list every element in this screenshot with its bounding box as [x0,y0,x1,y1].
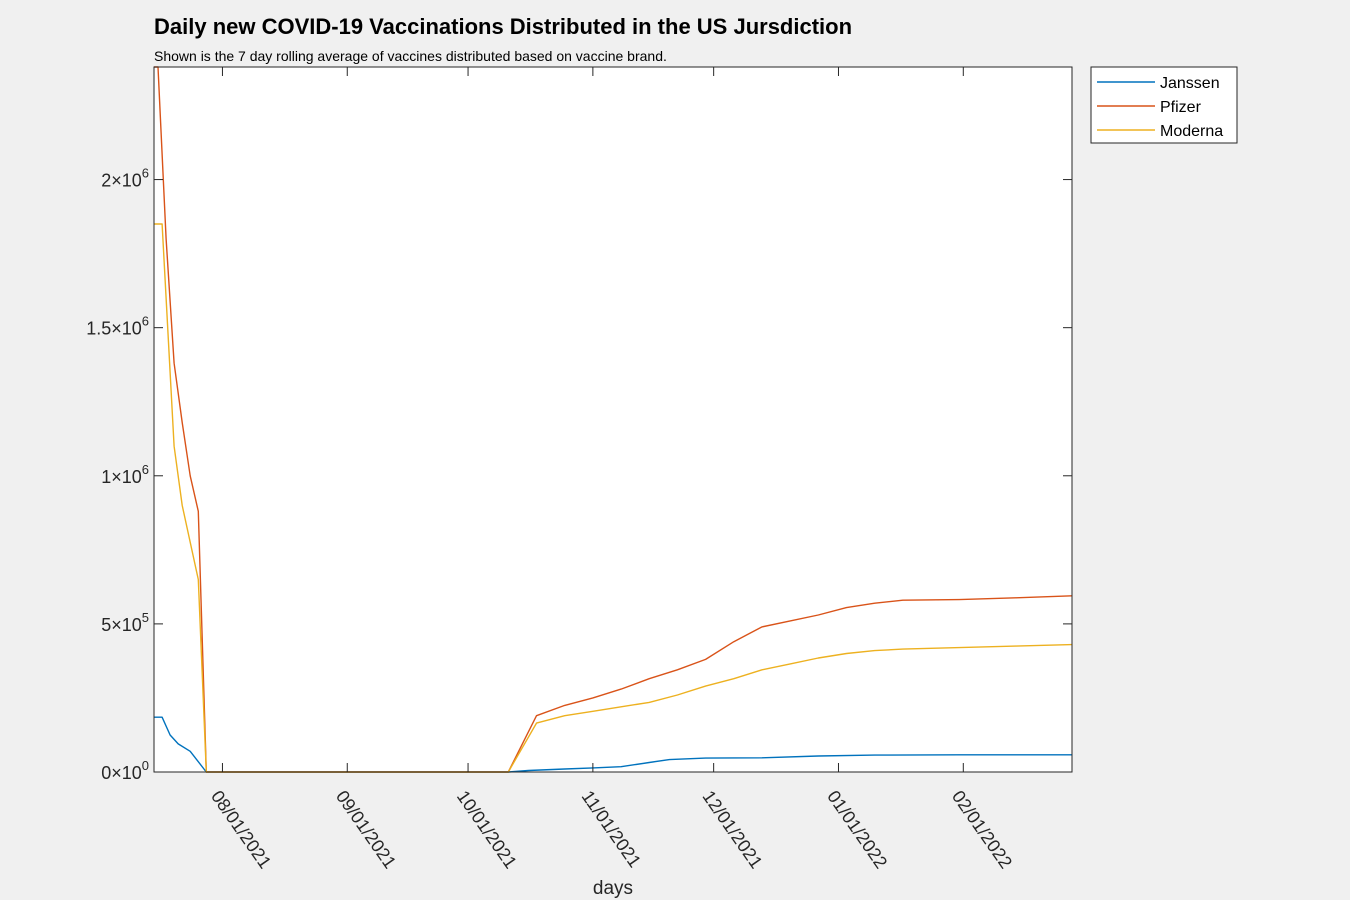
y-tick-label: 2×106 [101,166,149,191]
y-tick-times-ten: ×10 [111,615,142,635]
y-tick-mantissa: 5 [101,615,111,635]
x-tick-label: 08/01/2021 [207,787,275,872]
y-tick-exponent: 6 [142,314,149,329]
y-tick-mantissa: 0 [101,763,111,783]
series-line-pfizer [154,66,1073,773]
y-tick-exponent: 5 [142,610,149,625]
legend-label-moderna: Moderna [1160,123,1223,140]
x-tick-label: 02/01/2022 [948,787,1016,872]
x-tick-label: 10/01/2021 [453,787,521,872]
y-tick-exponent: 0 [142,758,149,773]
legend-label-pfizer: Pfizer [1160,99,1202,116]
y-tick-times-ten: ×10 [111,467,142,487]
y-tick-mantissa: 1 [101,467,111,487]
x-tick-label: 01/01/2022 [823,787,891,872]
legend: Janssen Pfizer Moderna [1090,66,1238,144]
y-tick-times-ten: ×10 [111,763,142,783]
legend-label-janssen: Janssen [1160,75,1220,92]
chart-title: Daily new COVID-19 Vaccinations Distribu… [154,14,852,39]
x-tick-label: 09/01/2021 [332,787,400,872]
y-tick-mantissa: 1.5 [86,319,111,339]
x-axis-label: days [593,878,633,899]
y-tick-mantissa: 2 [101,171,111,191]
y-tick-label: 5×105 [101,610,149,635]
y-tick-times-ten: ×10 [111,171,142,191]
y-tick-times-ten: ×10 [111,319,142,339]
x-tick-label: 11/01/2021 [578,787,645,871]
chart-subtitle: Shown is the 7 day rolling average of va… [154,48,667,64]
y-tick-exponent: 6 [142,462,149,477]
series-line-moderna [154,223,1073,773]
y-tick-label: 1.5×106 [86,314,149,339]
axes-box [153,66,1073,773]
y-tick-label: 1×106 [101,462,149,487]
y-tick-exponent: 6 [142,166,149,181]
y-tick-label: 0×100 [101,758,149,783]
x-tick-label: 12/01/2021 [698,787,766,872]
plot-area [154,67,1072,772]
